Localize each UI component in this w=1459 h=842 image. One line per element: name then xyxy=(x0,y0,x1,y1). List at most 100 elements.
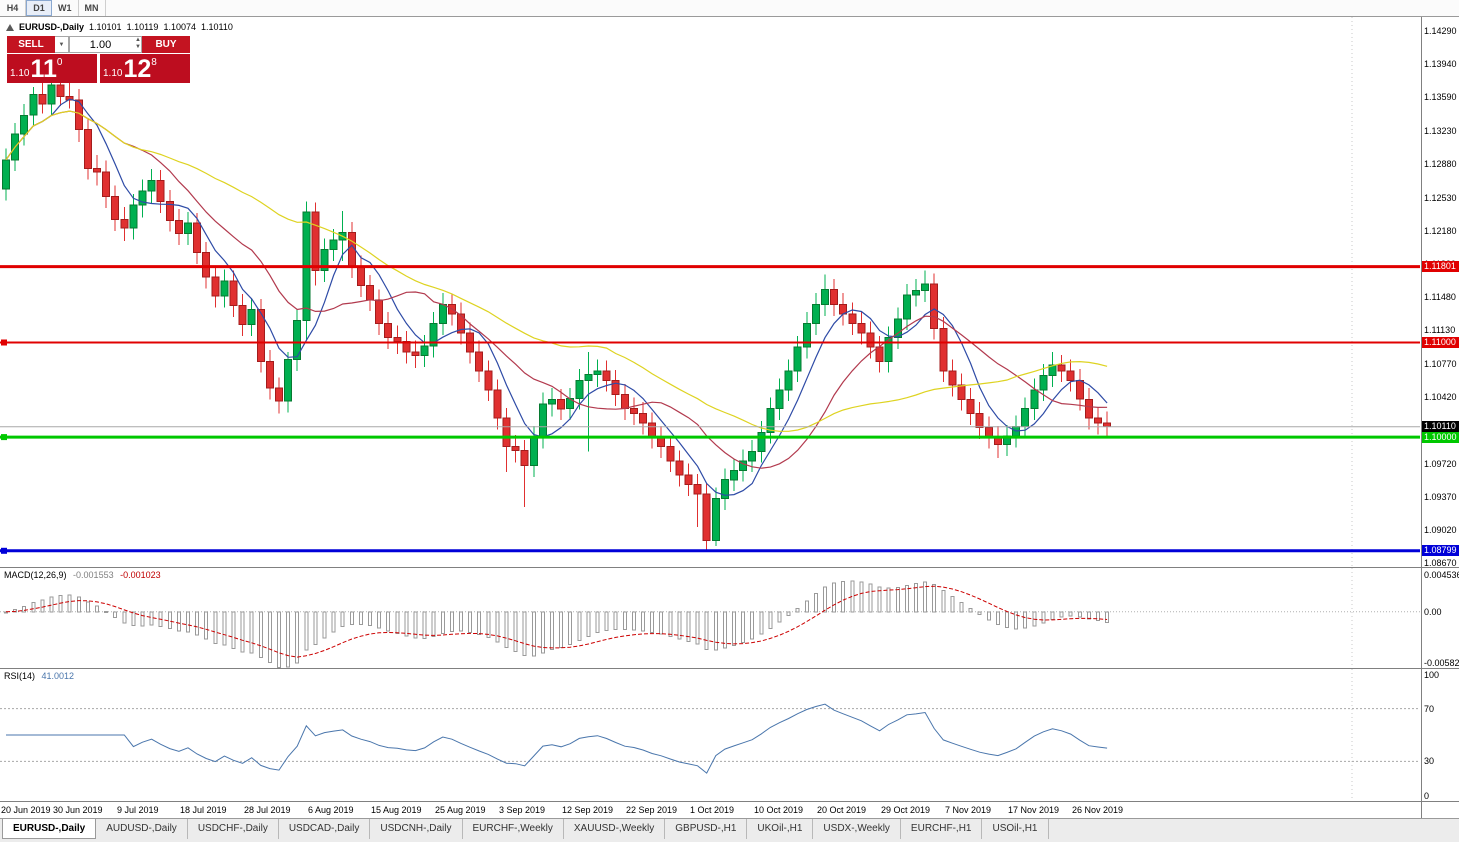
rsi-value: 41.0012 xyxy=(41,671,75,681)
support-line-handle[interactable] xyxy=(1,434,7,441)
candle xyxy=(202,252,211,278)
chart-tab-usoil-h1[interactable]: USOil-,H1 xyxy=(982,819,1049,839)
date-axis-label: 22 Sep 2019 xyxy=(626,805,678,815)
candle xyxy=(29,93,38,116)
chart-window-icon xyxy=(6,23,14,31)
candle xyxy=(1094,417,1102,424)
candle xyxy=(211,276,220,297)
macd-axis-label: 0.00 xyxy=(1424,606,1442,617)
candle xyxy=(174,219,183,235)
candle xyxy=(966,398,975,414)
rsi-plot xyxy=(0,669,1421,801)
resistance-line-lower-handle[interactable] xyxy=(1,339,7,346)
date-axis-label: 1 Oct 2019 xyxy=(690,805,735,815)
timeframe-button-d1[interactable]: D1 xyxy=(26,0,52,16)
macd-axis: 0.004536 0.00 -0.005820 xyxy=(1421,567,1459,668)
candle xyxy=(857,323,866,334)
candle xyxy=(575,379,584,399)
candle xyxy=(1084,398,1093,419)
date-axis-label: 28 Jul 2019 xyxy=(244,805,291,815)
candle xyxy=(702,493,711,541)
chart-tabs-bar: EURUSD-,Daily AUDUSD-,Daily USDCHF-,Daily U… xyxy=(0,818,1459,842)
candle xyxy=(620,394,629,410)
candle xyxy=(475,351,484,372)
main-chart-area[interactable]: EURUSD-,Daily 1.10101 1.10119 1.10074 1.… xyxy=(0,17,1421,567)
price-axis-label: 1.13230 xyxy=(1424,126,1457,137)
candle xyxy=(484,370,493,391)
volume-dropdown-button[interactable]: ▼ xyxy=(55,36,69,53)
macd-panel[interactable]: MACD(12,26,9) -0.001553 -0.001023 xyxy=(0,567,1421,668)
candle xyxy=(347,232,356,268)
candle xyxy=(912,289,920,296)
rsi-panel[interactable]: RSI(14) 41.0012 xyxy=(0,668,1421,801)
macd-indicator-name: MACD(12,26,9) xyxy=(4,570,67,580)
volume-input[interactable] xyxy=(69,36,142,53)
rsi-indicator-name: RSI(14) xyxy=(4,671,36,681)
chart-tab-usdchf-daily[interactable]: USDCHF-,Daily xyxy=(188,819,279,839)
chart-tab-eurusd-daily[interactable]: EURUSD-,Daily xyxy=(2,819,97,839)
price-axis-label: 1.09720 xyxy=(1424,458,1457,469)
candle xyxy=(165,200,174,221)
candle xyxy=(775,389,784,410)
date-axis-label: 18 Jul 2019 xyxy=(180,805,227,815)
date-axis-label: 26 Nov 2019 xyxy=(1072,805,1124,815)
candle xyxy=(948,370,957,386)
candle xyxy=(184,222,192,235)
chart-tab-usdcnh-daily[interactable]: USDCNH-,Daily xyxy=(370,819,463,839)
candle xyxy=(1039,375,1048,391)
candle xyxy=(493,389,502,419)
rsi-line xyxy=(6,703,1108,774)
macd-axis-label: -0.005820 xyxy=(1424,658,1459,668)
volume-spin-down-icon[interactable]: ▼ xyxy=(135,44,141,50)
macd-axis-label: 0.004536 xyxy=(1424,570,1459,580)
candle xyxy=(957,384,966,400)
timeframe-button-mn[interactable]: MN xyxy=(79,0,106,16)
candle xyxy=(420,345,429,357)
candle xyxy=(320,249,329,271)
macd-histogram xyxy=(4,580,1110,668)
resistance-line-upper-price-badge: 1.11801 xyxy=(1422,261,1459,273)
axis-corner xyxy=(1421,801,1459,818)
buy-button[interactable]: BUY xyxy=(142,36,190,53)
candle xyxy=(265,360,274,389)
rsi-axis-label: 30 xyxy=(1424,756,1435,767)
chart-tab-usdcad-daily[interactable]: USDCAD-,Daily xyxy=(279,819,371,839)
candle xyxy=(730,469,738,481)
timeframe-button-w1[interactable]: W1 xyxy=(52,0,79,16)
candle xyxy=(848,313,857,325)
volume-spinner: ▲ ▼ xyxy=(135,37,141,51)
buy-price-display[interactable]: 1.10 12 8 xyxy=(100,54,190,83)
price-axis-label: 1.12880 xyxy=(1424,159,1457,170)
candle xyxy=(65,95,74,101)
price-axis-label: 1.12530 xyxy=(1424,192,1457,203)
major-support-line-handle[interactable] xyxy=(1,547,7,554)
date-axis: 20 Jun 2019 30 Jun 2019 9 Jul 2019 18 Jul 2… xyxy=(0,801,1421,818)
price-axis-label: 1.14290 xyxy=(1424,26,1457,36)
chart-tab-ukoil-h1[interactable]: UKOil-,H1 xyxy=(747,819,814,839)
candle xyxy=(711,498,720,541)
chart-tab-eurchf-weekly[interactable]: EURCHF-,Weekly xyxy=(463,819,564,839)
ohlc-close-value: 1.10110 xyxy=(200,22,233,32)
chart-tab-gbpusd-h1[interactable]: GBPUSD-,H1 xyxy=(665,819,748,839)
volume-field-wrap: ▲ ▼ xyxy=(69,36,142,53)
candle xyxy=(38,93,47,105)
sell-button[interactable]: SELL xyxy=(7,36,55,53)
date-axis-label: 12 Sep 2019 xyxy=(562,805,614,815)
volume-spin-up-icon[interactable]: ▲ xyxy=(135,37,141,43)
price-axis-label: 1.10770 xyxy=(1424,359,1457,370)
chart-symbol-label: EURUSD-,Daily xyxy=(19,22,85,32)
sell-price-display[interactable]: 1.10 11 0 xyxy=(7,54,97,83)
candle xyxy=(538,403,547,438)
chart-tab-audusd-daily[interactable]: AUDUSD-,Daily xyxy=(96,819,188,839)
candle xyxy=(356,266,365,287)
candle xyxy=(156,180,165,202)
chart-tab-xauusd-weekly[interactable]: XAUUSD-,Weekly xyxy=(564,819,666,839)
candle xyxy=(875,346,884,362)
macd-main-value: -0.001553 xyxy=(73,570,114,580)
candle xyxy=(366,285,374,301)
timeframe-button-h4[interactable]: H4 xyxy=(0,0,26,16)
date-axis-label: 9 Jul 2019 xyxy=(117,805,159,815)
chart-tab-usdx-weekly[interactable]: USDX-,Weekly xyxy=(813,819,901,839)
chart-tab-eurchf-h1[interactable]: EURCHF-,H1 xyxy=(901,819,983,839)
candle xyxy=(311,211,320,272)
